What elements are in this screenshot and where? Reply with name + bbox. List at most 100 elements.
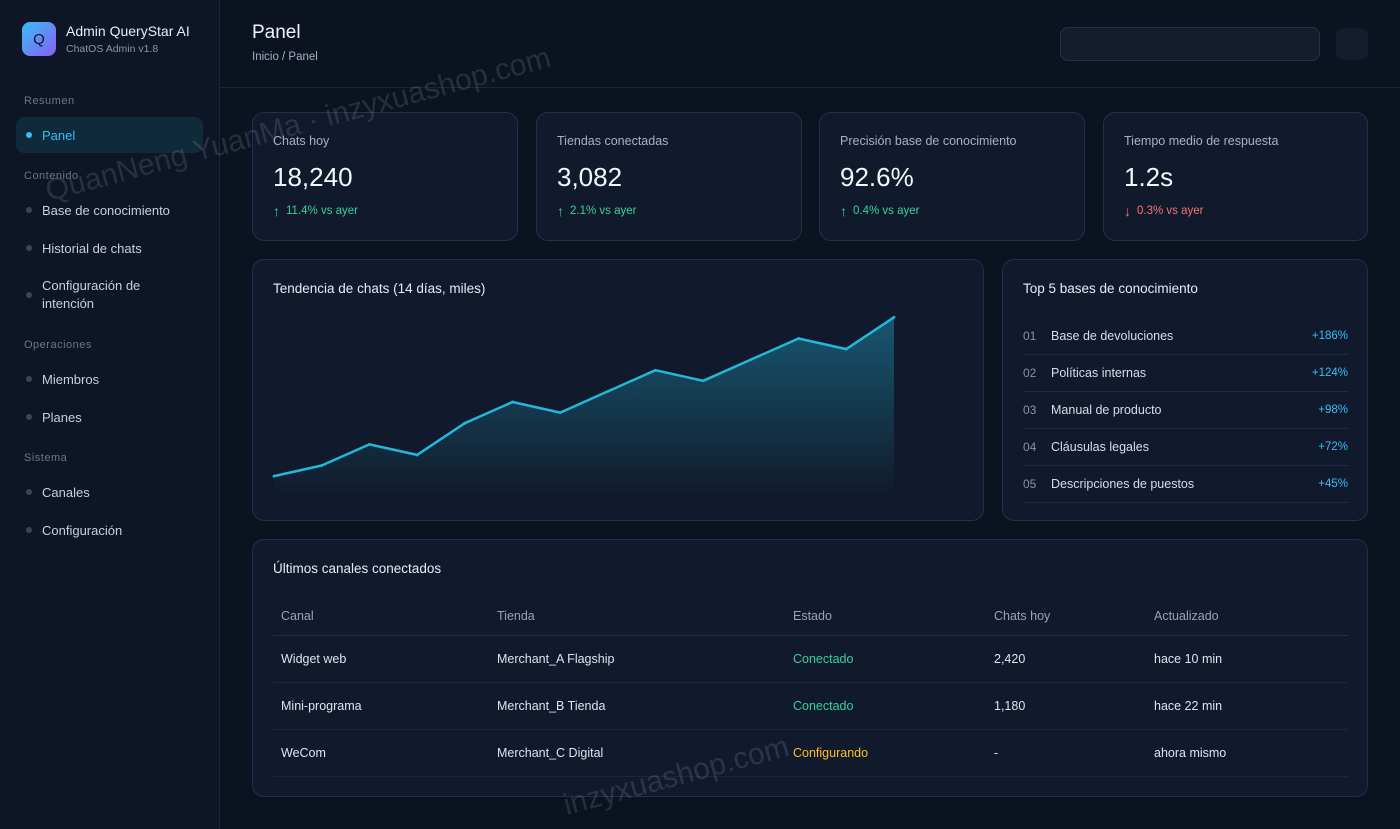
cell-store: Merchant_B Tienda bbox=[489, 682, 785, 730]
list-item[interactable]: 01 Base de devoluciones +186% bbox=[1023, 318, 1348, 355]
chart-title: Tendencia de chats (14 días, miles) bbox=[273, 281, 486, 296]
stat-card-response-time: Tiempo medio de respuesta 1.2s ↓ 0.3% vs… bbox=[1103, 112, 1368, 241]
stat-trend-text: 0.3% vs ayer bbox=[1137, 205, 1204, 217]
kb-name: Manual de producto bbox=[1051, 403, 1162, 417]
stat-trend: ↑ 0.4% vs ayer bbox=[840, 203, 919, 219]
stat-label: Tiempo medio de respuesta bbox=[1124, 134, 1279, 148]
sidebar-item-members[interactable]: Miembros bbox=[16, 369, 203, 389]
stat-label: Tiendas conectadas bbox=[557, 134, 669, 148]
page-title: Panel bbox=[252, 22, 301, 43]
brand: Q Admin QueryStar AI ChatOS Admin v1.8 bbox=[22, 22, 190, 56]
rank: 04 bbox=[1023, 440, 1037, 454]
sidebar-item-panel[interactable]: Panel bbox=[16, 117, 203, 153]
growth-pct: +124% bbox=[1311, 367, 1348, 379]
arrow-up-icon: ↑ bbox=[840, 203, 847, 219]
sidebar-item-chat-history[interactable]: Historial de chats bbox=[16, 238, 203, 258]
trend-data-point bbox=[320, 464, 324, 467]
channels-card: Últimos canales conectados Canal Tienda … bbox=[252, 539, 1368, 797]
column-header-chats[interactable]: Chats hoy bbox=[986, 597, 1146, 636]
bullet-icon bbox=[26, 207, 32, 213]
stat-card-accuracy: Precisión base de conocimiento 92.6% ↑ 0… bbox=[819, 112, 1085, 241]
section-label-resumen: Resumen bbox=[24, 95, 75, 107]
trend-data-point bbox=[415, 453, 419, 457]
arrow-down-icon: ↓ bbox=[1124, 203, 1131, 219]
cell-channel: Mini-programa bbox=[273, 682, 489, 730]
stat-trend-text: 2.1% vs ayer bbox=[570, 205, 637, 217]
stat-trend-text: 11.4% vs ayer bbox=[286, 205, 359, 217]
kb-name: Base de devoluciones bbox=[1051, 329, 1174, 343]
active-dot-icon bbox=[26, 132, 32, 138]
cell-channel: WeCom bbox=[273, 729, 489, 777]
trend-data-point bbox=[463, 421, 467, 425]
rank: 03 bbox=[1023, 403, 1037, 417]
trend-area-fill bbox=[274, 317, 894, 495]
rank: 01 bbox=[1023, 329, 1037, 343]
kb-name: Descripciones de puestos bbox=[1051, 477, 1195, 491]
trend-series-line bbox=[273, 316, 895, 478]
cell-store: Merchant_C Digital bbox=[489, 729, 785, 777]
sidebar: Q Admin QueryStar AI ChatOS Admin v1.8 R… bbox=[0, 0, 220, 829]
column-header-updated[interactable]: Actualizado bbox=[1146, 597, 1348, 636]
stat-value: 3,082 bbox=[557, 162, 623, 192]
sidebar-item-channels[interactable]: Canales bbox=[16, 482, 203, 502]
cell-updated: hace 10 min bbox=[1146, 635, 1348, 683]
trend-data-point bbox=[558, 411, 562, 414]
top-card-title: Top 5 bases de conocimiento bbox=[1023, 281, 1198, 296]
section-label-sistema: Sistema bbox=[24, 452, 68, 464]
header-action-button[interactable] bbox=[1336, 28, 1368, 60]
sidebar-item-label: Planes bbox=[42, 409, 82, 425]
table-header-row: Canal Tienda Estado Chats hoy Actualizad… bbox=[273, 597, 1348, 636]
cell-updated: hace 22 min bbox=[1146, 682, 1348, 730]
sidebar-item-plans[interactable]: Planes bbox=[16, 407, 203, 427]
column-header-store[interactable]: Tienda bbox=[489, 597, 785, 636]
list-item[interactable]: 04 Cláusulas legales +72% bbox=[1023, 429, 1348, 466]
trend-data-point bbox=[892, 315, 896, 319]
channels-title: Últimos canales conectados bbox=[273, 561, 442, 576]
column-header-channel[interactable]: Canal bbox=[273, 597, 489, 636]
top-knowledge-list: 01 Base de devoluciones +186% 02 Polític… bbox=[1023, 318, 1348, 503]
list-item[interactable]: 03 Manual de producto +98% bbox=[1023, 392, 1348, 429]
section-label-operaciones: Operaciones bbox=[24, 339, 92, 351]
sidebar-item-intent-config[interactable]: Configuración de intención bbox=[16, 277, 186, 313]
list-item[interactable]: 02 Políticas internas +124% bbox=[1023, 355, 1348, 392]
trend-data-point bbox=[272, 474, 276, 478]
stat-card-stores: Tiendas conectadas 3,082 ↑ 2.1% vs ayer bbox=[536, 112, 802, 241]
table-row[interactable]: WeCom Merchant_C Digital Configurando - … bbox=[273, 729, 1348, 777]
header-divider bbox=[220, 87, 1400, 88]
section-label-contenido: Contenido bbox=[24, 170, 79, 182]
stat-trend: ↓ 0.3% vs ayer bbox=[1124, 203, 1203, 219]
table-row[interactable]: Mini-programa Merchant_B Tienda Conectad… bbox=[273, 682, 1348, 730]
bullet-icon bbox=[26, 376, 32, 382]
chat-trend-card: Tendencia de chats (14 días, miles) bbox=[252, 259, 984, 521]
trend-data-point bbox=[654, 368, 657, 372]
app-logo: Q bbox=[22, 22, 56, 56]
growth-pct: +45% bbox=[1318, 478, 1348, 490]
stat-value: 92.6% bbox=[840, 162, 914, 192]
status-badge: Configurando bbox=[785, 729, 986, 777]
sidebar-item-settings[interactable]: Configuración bbox=[16, 520, 203, 540]
search-input[interactable] bbox=[1060, 27, 1320, 61]
stat-label: Precisión base de conocimiento bbox=[840, 134, 1017, 148]
status-badge: Conectado bbox=[785, 682, 986, 730]
bullet-icon bbox=[26, 414, 32, 420]
bullet-icon bbox=[26, 292, 32, 298]
list-item[interactable]: 05 Descripciones de puestos +45% bbox=[1023, 466, 1348, 503]
stat-value: 18,240 bbox=[273, 162, 353, 192]
column-header-status[interactable]: Estado bbox=[785, 597, 986, 636]
stat-card-chats: Chats hoy 18,240 ↑ 11.4% vs ayer bbox=[252, 112, 518, 241]
cell-chats: 2,420 bbox=[986, 635, 1146, 683]
sidebar-item-knowledge-base[interactable]: Base de conocimiento bbox=[16, 200, 203, 220]
sidebar-item-label: Historial de chats bbox=[42, 240, 142, 256]
app-title: Admin QueryStar AI bbox=[66, 23, 190, 39]
bullet-icon bbox=[26, 527, 32, 533]
rank: 05 bbox=[1023, 477, 1037, 491]
breadcrumb[interactable]: Inicio / Panel bbox=[252, 51, 318, 63]
sidebar-item-label: Configuración de intención bbox=[42, 278, 141, 311]
chat-trend-chart bbox=[272, 315, 896, 495]
top-knowledge-card: Top 5 bases de conocimiento 01 Base de d… bbox=[1002, 259, 1368, 521]
table-row[interactable]: Widget web Merchant_A Flagship Conectado… bbox=[273, 635, 1348, 683]
sidebar-item-label: Base de conocimiento bbox=[42, 202, 170, 218]
arrow-up-icon: ↑ bbox=[557, 203, 564, 219]
trend-data-point bbox=[606, 390, 610, 393]
rank: 02 bbox=[1023, 366, 1037, 380]
